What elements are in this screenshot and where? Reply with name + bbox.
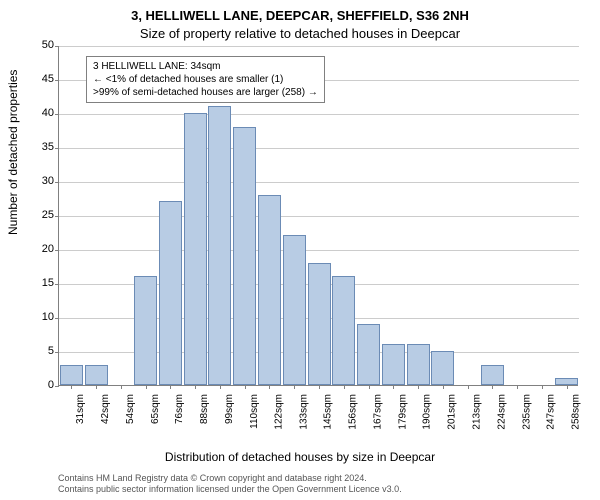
- xtick-label: 31sqm: [75, 394, 86, 424]
- xtick-label: 54sqm: [125, 394, 136, 424]
- xtick-mark: [96, 385, 97, 389]
- histogram-bar: [208, 106, 231, 385]
- histogram-bar: [332, 276, 355, 385]
- histogram-bar: [159, 201, 182, 385]
- xtick-mark: [170, 385, 171, 389]
- ytick-mark: [55, 318, 59, 319]
- histogram-bar: [233, 127, 256, 385]
- y-axis-label: Number of detached properties: [6, 70, 20, 235]
- xtick-mark: [294, 385, 295, 389]
- ytick-mark: [55, 80, 59, 81]
- annotation-line3: >99% of semi-detached houses are larger …: [93, 86, 318, 99]
- ytick-label: 35: [24, 141, 54, 153]
- histogram-bar: [283, 235, 306, 385]
- xtick-mark: [393, 385, 394, 389]
- annotation-line2: ← <1% of detached houses are smaller (1): [93, 73, 318, 86]
- grid-line: [59, 182, 579, 183]
- footer-attribution: Contains HM Land Registry data © Crown c…: [58, 473, 402, 496]
- histogram-bar: [481, 365, 504, 385]
- histogram-bar: [184, 113, 207, 385]
- xtick-label: 224sqm: [496, 394, 507, 430]
- annotation-line1: 3 HELLIWELL LANE: 34sqm: [93, 60, 318, 73]
- annotation-box: 3 HELLIWELL LANE: 34sqm ← <1% of detache…: [86, 56, 325, 103]
- ytick-mark: [55, 352, 59, 353]
- xtick-label: 133sqm: [298, 394, 309, 430]
- histogram-bar: [258, 195, 281, 385]
- ytick-mark: [55, 46, 59, 47]
- xtick-label: 42sqm: [100, 394, 111, 424]
- xtick-mark: [517, 385, 518, 389]
- ytick-label: 30: [24, 175, 54, 187]
- xtick-label: 167sqm: [373, 394, 384, 430]
- xtick-label: 156sqm: [348, 394, 359, 430]
- xtick-label: 258sqm: [571, 394, 582, 430]
- xtick-mark: [146, 385, 147, 389]
- xtick-label: 122sqm: [273, 394, 284, 430]
- ytick-label: 50: [24, 39, 54, 51]
- ytick-label: 40: [24, 107, 54, 119]
- xtick-label: 235sqm: [521, 394, 532, 430]
- xtick-mark: [468, 385, 469, 389]
- ytick-mark: [55, 216, 59, 217]
- histogram-bar: [407, 344, 430, 385]
- ytick-label: 20: [24, 243, 54, 255]
- xtick-mark: [418, 385, 419, 389]
- chart-title-line2: Size of property relative to detached ho…: [0, 26, 600, 41]
- histogram-bar: [431, 351, 454, 385]
- grid-line: [59, 114, 579, 115]
- histogram-bar: [357, 324, 380, 385]
- xtick-label: 99sqm: [224, 394, 235, 424]
- xtick-mark: [443, 385, 444, 389]
- grid-line: [59, 216, 579, 217]
- ytick-mark: [55, 386, 59, 387]
- xtick-mark: [567, 385, 568, 389]
- xtick-mark: [369, 385, 370, 389]
- ytick-mark: [55, 250, 59, 251]
- xtick-label: 110sqm: [249, 394, 260, 429]
- xtick-mark: [344, 385, 345, 389]
- xtick-label: 247sqm: [546, 394, 557, 430]
- histogram-bar: [60, 365, 83, 385]
- xtick-label: 88sqm: [199, 394, 210, 424]
- x-axis-label: Distribution of detached houses by size …: [0, 450, 600, 464]
- ytick-mark: [55, 182, 59, 183]
- xtick-mark: [492, 385, 493, 389]
- histogram-bar: [382, 344, 405, 385]
- xtick-mark: [542, 385, 543, 389]
- xtick-label: 145sqm: [323, 394, 334, 430]
- histogram-bar: [85, 365, 108, 385]
- xtick-mark: [245, 385, 246, 389]
- histogram-bar: [555, 378, 578, 385]
- grid-line: [59, 148, 579, 149]
- footer-line2: Contains public sector information licen…: [58, 484, 402, 496]
- ytick-mark: [55, 284, 59, 285]
- ytick-label: 10: [24, 311, 54, 323]
- ytick-label: 15: [24, 277, 54, 289]
- ytick-mark: [55, 148, 59, 149]
- chart-title-line1: 3, HELLIWELL LANE, DEEPCAR, SHEFFIELD, S…: [0, 8, 600, 23]
- ytick-label: 5: [24, 345, 54, 357]
- xtick-label: 213sqm: [472, 394, 483, 430]
- xtick-label: 76sqm: [174, 394, 185, 424]
- ytick-label: 45: [24, 73, 54, 85]
- xtick-label: 65sqm: [150, 394, 161, 424]
- xtick-mark: [121, 385, 122, 389]
- xtick-label: 190sqm: [422, 394, 433, 430]
- xtick-mark: [220, 385, 221, 389]
- xtick-label: 201sqm: [447, 394, 458, 430]
- ytick-mark: [55, 114, 59, 115]
- chart-container: 3, HELLIWELL LANE, DEEPCAR, SHEFFIELD, S…: [0, 0, 600, 500]
- histogram-bar: [134, 276, 157, 385]
- footer-line1: Contains HM Land Registry data © Crown c…: [58, 473, 402, 485]
- xtick-mark: [269, 385, 270, 389]
- grid-line: [59, 250, 579, 251]
- xtick-mark: [319, 385, 320, 389]
- grid-line: [59, 46, 579, 47]
- xtick-mark: [195, 385, 196, 389]
- xtick-mark: [71, 385, 72, 389]
- histogram-bar: [308, 263, 331, 385]
- xtick-label: 179sqm: [397, 394, 408, 430]
- ytick-label: 0: [24, 379, 54, 391]
- ytick-label: 25: [24, 209, 54, 221]
